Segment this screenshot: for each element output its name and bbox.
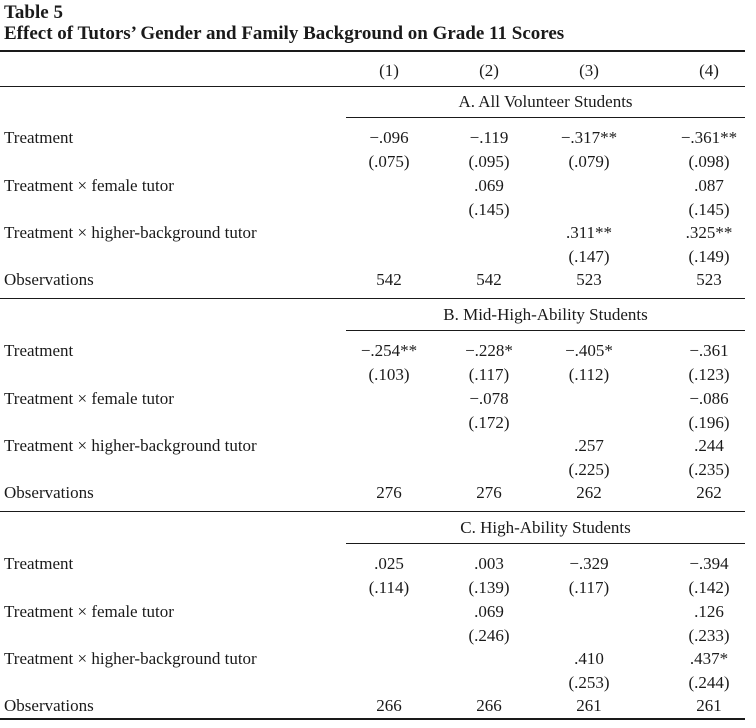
standard-error-cell: (.172) — [468, 413, 510, 432]
standard-error-cell: (.117) — [568, 578, 610, 597]
standard-error-cell: (.075) — [368, 152, 410, 171]
row-label: Treatment × female tutor — [4, 602, 174, 621]
row-label: Treatment × higher-background tutor — [4, 436, 257, 455]
panel-title-rule — [346, 330, 745, 331]
coefficient-cell: .437* — [689, 649, 729, 668]
coefficient-cell: 542 — [476, 270, 502, 289]
table-title: Effect of Tutors’ Gender and Family Back… — [4, 23, 565, 44]
coefficient-cell: −.119 — [469, 128, 509, 147]
coefficient-cell: .069 — [474, 176, 504, 195]
coefficient-cell: .257 — [574, 436, 604, 455]
coefficient-cell: −.394 — [689, 554, 729, 573]
panel-divider-rule — [0, 511, 745, 512]
standard-error-cell: (.142) — [688, 578, 730, 597]
standard-error-cell: (.123) — [688, 365, 730, 384]
coefficient-cell: −.228* — [465, 341, 513, 360]
standard-error-cell: (.117) — [468, 365, 510, 384]
standard-error-cell: (.145) — [688, 200, 730, 219]
coefficient-cell: −.086 — [689, 389, 729, 408]
standard-error-cell: (.103) — [368, 365, 410, 384]
coefficient-cell: −.329 — [569, 554, 609, 573]
coefficient-cell: −.078 — [469, 389, 509, 408]
coefficient-cell: 523 — [576, 270, 602, 289]
standard-error-cell: (.246) — [468, 626, 510, 645]
standard-error-cell: (.079) — [568, 152, 610, 171]
standard-error-cell: (.095) — [468, 152, 510, 171]
coefficient-cell: .003 — [474, 554, 504, 573]
standard-error-cell: (.112) — [568, 365, 610, 384]
panel-title: C. High-Ability Students — [460, 518, 631, 537]
row-label: Observations — [4, 483, 94, 502]
panel-title: A. All Volunteer Students — [458, 92, 633, 111]
standard-error-cell: (.225) — [568, 460, 610, 479]
coefficient-cell: −.096 — [369, 128, 409, 147]
standard-error-cell: (.147) — [568, 247, 610, 266]
coefficient-cell: 262 — [576, 483, 602, 502]
standard-error-cell: (.244) — [688, 673, 730, 692]
coefficient-cell: 276 — [476, 483, 502, 502]
row-label: Treatment × female tutor — [4, 389, 174, 408]
coefficient-cell: .244 — [694, 436, 724, 455]
coefficient-cell: −.361 — [689, 341, 729, 360]
row-label: Treatment — [4, 128, 74, 147]
row-label: Treatment × higher-background tutor — [4, 223, 257, 242]
panel-divider-rule — [0, 298, 745, 299]
bottom-rule — [0, 718, 745, 720]
standard-error-cell: (.149) — [688, 247, 730, 266]
row-label: Treatment — [4, 554, 74, 573]
standard-error-cell: (.145) — [468, 200, 510, 219]
column-header: (2) — [479, 61, 499, 80]
coefficient-cell: −.361** — [680, 128, 738, 147]
standard-error-cell: (.139) — [468, 578, 510, 597]
coefficient-cell: .069 — [474, 602, 504, 621]
panel-title-rule — [346, 543, 745, 544]
coefficient-cell: 542 — [376, 270, 402, 289]
coefficient-cell: .325** — [685, 223, 733, 242]
header-rule — [0, 86, 745, 87]
row-label: Observations — [4, 270, 94, 289]
standard-error-cell: (.233) — [688, 626, 730, 645]
standard-error-cell: (.196) — [688, 413, 730, 432]
coefficient-cell: 276 — [376, 483, 402, 502]
coefficient-cell: 523 — [696, 270, 722, 289]
coefficient-cell: .025 — [374, 554, 404, 573]
panel-title-rule — [346, 117, 745, 118]
row-label: Treatment × female tutor — [4, 176, 174, 195]
top-rule — [0, 50, 745, 52]
coefficient-cell: .311** — [565, 223, 613, 242]
coefficient-cell: 262 — [696, 483, 722, 502]
coefficient-cell: 266 — [476, 696, 502, 715]
coefficient-cell: 266 — [376, 696, 402, 715]
standard-error-cell: (.253) — [568, 673, 610, 692]
column-header: (3) — [579, 61, 599, 80]
coefficient-cell: −.317** — [560, 128, 618, 147]
standard-error-cell: (.235) — [688, 460, 730, 479]
column-header: (4) — [699, 61, 719, 80]
table-label: Table 5 — [4, 2, 63, 23]
coefficient-cell: −.254** — [360, 341, 418, 360]
coefficient-cell: .087 — [694, 176, 724, 195]
coefficient-cell: .126 — [694, 602, 724, 621]
row-label: Treatment — [4, 341, 74, 360]
coefficient-cell: .410 — [574, 649, 604, 668]
panel-title: B. Mid-High-Ability Students — [443, 305, 648, 324]
row-label: Treatment × higher-background tutor — [4, 649, 257, 668]
row-label: Observations — [4, 696, 94, 715]
column-header: (1) — [379, 61, 399, 80]
coefficient-cell: 261 — [696, 696, 722, 715]
coefficient-cell: 261 — [576, 696, 602, 715]
coefficient-cell: −.405* — [565, 341, 613, 360]
standard-error-cell: (.098) — [688, 152, 730, 171]
standard-error-cell: (.114) — [368, 578, 410, 597]
